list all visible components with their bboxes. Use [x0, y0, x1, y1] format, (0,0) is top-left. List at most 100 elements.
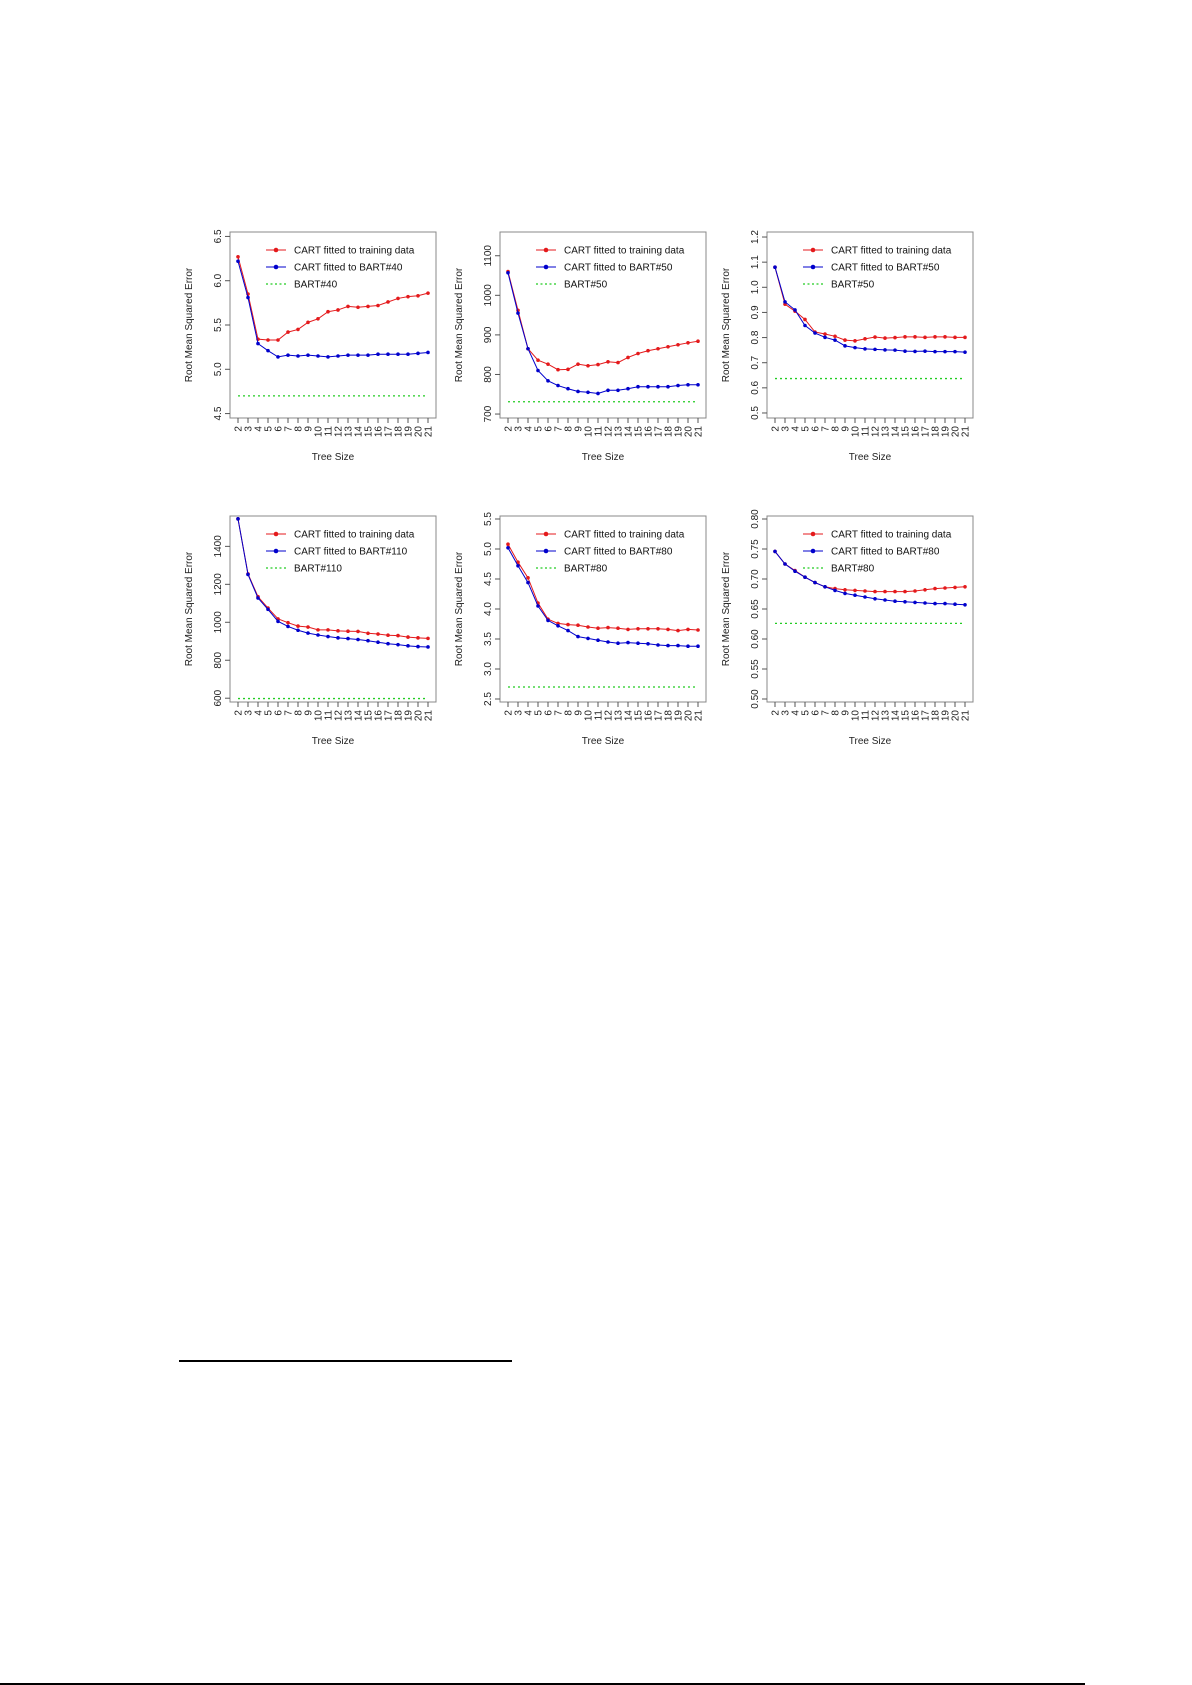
data-point: [296, 624, 300, 628]
data-point: [676, 342, 680, 347]
data-point: [416, 644, 420, 649]
y-tick-label: 1.1: [750, 255, 761, 269]
y-tick-label: 800: [483, 366, 494, 383]
x-tick-label: 14: [354, 710, 365, 722]
x-tick-label: 4: [791, 710, 802, 716]
x-tick-label: 13: [344, 426, 355, 438]
x-tick-label: 17: [921, 710, 932, 722]
y-tick-label: 5.0: [483, 542, 494, 556]
data-point: [296, 628, 300, 633]
data-point: [863, 589, 867, 593]
x-tick-label: 4: [254, 710, 265, 716]
legend-entry: CART fitted to training data: [536, 530, 685, 541]
x-tick-label: 6: [274, 710, 285, 716]
data-point: [923, 335, 927, 340]
x-tick-label: 15: [901, 426, 912, 438]
x-tick-label: 12: [871, 710, 882, 722]
data-point: [386, 352, 390, 357]
x-tick-label: 15: [364, 426, 375, 438]
x-tick-label: 20: [951, 426, 962, 438]
data-point: [843, 344, 847, 348]
data-point: [326, 628, 330, 632]
data-point: [606, 388, 610, 393]
data-point: [933, 586, 937, 591]
x-tick-label: 6: [811, 710, 822, 716]
data-point: [696, 382, 700, 387]
data-point: [903, 589, 907, 594]
data-point: [656, 627, 660, 631]
x-tick-label: 2: [771, 710, 782, 716]
plot-frame: [229, 515, 437, 703]
data-point: [546, 362, 550, 366]
data-point: [773, 549, 777, 554]
data-point: [556, 367, 560, 372]
data-point: [366, 638, 370, 643]
x-tick-label: 16: [911, 426, 922, 438]
data-point: [616, 360, 620, 365]
x-tick-label: 19: [404, 710, 415, 722]
y-axis-label: Root Mean Squared Error: [721, 551, 732, 666]
data-point: [823, 585, 827, 589]
data-point: [963, 585, 967, 589]
data-point: [666, 627, 670, 632]
x-tick-label: 19: [674, 710, 685, 722]
x-tick-label: 2: [504, 710, 515, 716]
legend-label: CART fitted to BART#50: [564, 263, 673, 274]
y-tick-label: 800: [213, 651, 224, 668]
data-point: [236, 255, 240, 259]
data-point: [933, 601, 937, 606]
data-point: [426, 291, 430, 295]
series-line: [237, 261, 429, 358]
x-tick-label: 10: [851, 426, 862, 438]
x-tick-label: 11: [324, 426, 335, 437]
data-point: [586, 390, 590, 395]
data-point: [843, 591, 847, 596]
y-axis-label: Root Mean Squared Error: [184, 551, 195, 666]
x-tick-label: 13: [614, 426, 625, 438]
plot-frame: [766, 515, 974, 703]
data-point: [676, 643, 680, 648]
y-tick-label: 0.8: [750, 330, 761, 344]
y-tick-label: 0.75: [750, 539, 761, 559]
x-tick-label: 16: [374, 426, 385, 438]
x-tick-label: 14: [891, 426, 902, 438]
data-point: [406, 635, 410, 639]
data-point: [366, 304, 370, 309]
x-tick-label: 3: [514, 710, 525, 716]
data-point: [386, 641, 390, 646]
data-point: [636, 384, 640, 389]
y-tick-label: 2.5: [483, 692, 494, 706]
x-tick-label: 13: [344, 710, 355, 722]
x-tick-label: 9: [841, 710, 852, 716]
data-point: [576, 362, 580, 366]
plot-frame: [229, 231, 437, 419]
legend-label: BART#50: [564, 280, 608, 291]
data-point: [893, 335, 897, 340]
x-tick-label: 10: [851, 710, 862, 722]
y-tick-label: 600: [213, 689, 224, 706]
y-tick-label: 1100: [483, 245, 494, 267]
data-point: [596, 362, 600, 367]
y-tick-label: 3.5: [483, 632, 494, 646]
data-point: [953, 602, 957, 606]
data-point: [606, 640, 610, 644]
legend-entry: CART fitted to BART#50: [536, 263, 673, 274]
legend-entry: BART#50: [536, 280, 608, 291]
data-point: [833, 338, 837, 342]
rmse-chart-1: 4.5 5.0 5.5 6.0 6.5 Root Mean Squared Error 2 3…: [170, 222, 446, 468]
x-tick-label: 7: [284, 710, 295, 716]
x-tick-label: 17: [384, 426, 395, 438]
data-point: [616, 388, 620, 393]
data-point: [426, 636, 430, 641]
series-line: [774, 267, 965, 342]
x-tick-label: 9: [304, 710, 315, 716]
data-point: [506, 270, 510, 275]
data-point: [546, 618, 550, 623]
data-point: [943, 335, 947, 339]
data-point: [376, 632, 380, 636]
y-tick-label: 5.0: [213, 362, 224, 376]
y-tick-label: 0.7: [750, 355, 761, 369]
x-tick-label: 3: [514, 426, 525, 432]
data-point: [686, 341, 690, 345]
x-tick-label: 21: [424, 426, 435, 438]
